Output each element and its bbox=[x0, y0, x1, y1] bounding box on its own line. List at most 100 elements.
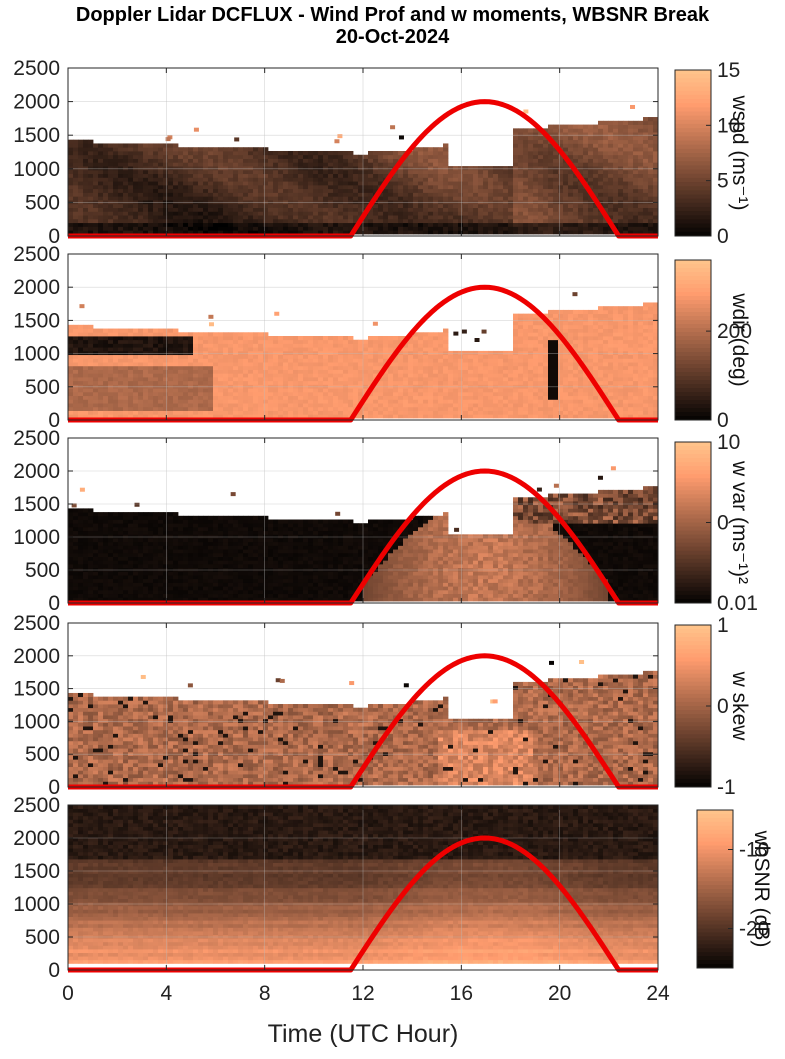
heatmap-cell bbox=[428, 410, 434, 415]
heatmap-cell bbox=[388, 343, 394, 348]
heatmap-cell bbox=[238, 343, 244, 348]
heatmap-cell bbox=[323, 162, 329, 167]
heatmap-cell bbox=[278, 354, 284, 359]
heatmap-cell bbox=[428, 343, 434, 348]
heatmap-cell bbox=[328, 226, 334, 231]
heatmap-cell bbox=[223, 173, 229, 178]
heatmap-cell bbox=[148, 184, 154, 190]
heatmap-cell bbox=[293, 230, 299, 235]
heatmap-cell bbox=[183, 369, 189, 374]
heatmap-cell bbox=[148, 410, 154, 415]
heatmap-cell bbox=[333, 395, 339, 400]
heatmap-cell bbox=[328, 403, 334, 408]
heatmap-cell bbox=[133, 203, 139, 208]
heatmap-cell bbox=[213, 388, 219, 393]
heatmap-cell bbox=[553, 150, 559, 156]
heatmap-cell bbox=[338, 158, 344, 163]
heatmap-cell bbox=[253, 188, 259, 193]
heatmap-cell bbox=[238, 196, 244, 201]
heatmap-cell bbox=[278, 369, 284, 374]
heatmap-cell bbox=[163, 336, 169, 341]
heatmap-cell bbox=[128, 143, 134, 148]
heatmap-cell bbox=[383, 391, 389, 397]
heatmap-cell bbox=[248, 339, 254, 344]
heatmap-cell bbox=[128, 343, 134, 348]
heatmap-cell bbox=[288, 336, 294, 341]
heatmap-cell bbox=[68, 369, 74, 374]
heatmap-cell bbox=[518, 347, 524, 352]
heatmap-cell bbox=[493, 222, 499, 227]
heatmap-cell bbox=[153, 354, 159, 359]
heatmap-cell bbox=[263, 403, 269, 408]
heatmap-cell bbox=[323, 391, 329, 397]
heatmap-cell bbox=[183, 362, 189, 367]
heatmap-cell bbox=[123, 203, 129, 208]
heatmap-cell bbox=[383, 414, 389, 419]
heatmap-cell bbox=[523, 391, 529, 397]
heatmap-cell bbox=[88, 332, 94, 337]
heatmap-cell bbox=[133, 173, 139, 178]
heatmap-cell bbox=[173, 181, 179, 186]
heatmap-cell bbox=[283, 343, 289, 348]
heatmap-cell bbox=[373, 226, 379, 231]
heatmap-cell bbox=[78, 166, 84, 171]
heatmap-cell bbox=[168, 226, 174, 231]
heatmap-cell bbox=[228, 350, 234, 356]
heatmap-cell bbox=[473, 388, 479, 393]
heatmap-cell bbox=[293, 373, 299, 378]
heatmap-cell bbox=[453, 350, 459, 356]
heatmap-cell bbox=[593, 222, 599, 227]
heatmap-cell bbox=[193, 395, 199, 400]
heatmap-cell bbox=[228, 339, 234, 344]
heatmap-cell bbox=[168, 177, 174, 182]
heatmap-cell bbox=[98, 169, 104, 175]
heatmap-cell bbox=[418, 211, 424, 216]
heatmap-cell bbox=[323, 388, 329, 393]
heatmap-cell bbox=[493, 403, 499, 408]
heatmap-cell bbox=[418, 380, 424, 385]
heatmap-cell bbox=[533, 162, 539, 167]
heatmap-cell bbox=[208, 173, 214, 178]
heatmap-cell bbox=[498, 403, 504, 408]
heatmap-cell bbox=[308, 196, 314, 201]
heatmap-cell bbox=[163, 162, 169, 167]
heatmap-cell bbox=[373, 211, 379, 216]
heatmap-cell bbox=[408, 365, 414, 370]
heatmap-cell bbox=[463, 369, 469, 374]
heatmap-cell bbox=[588, 132, 594, 137]
heatmap-cell bbox=[153, 336, 159, 341]
heatmap-cell bbox=[138, 410, 144, 415]
heatmap-cell bbox=[453, 414, 459, 419]
heatmap-cell bbox=[203, 414, 209, 419]
heatmap-cell bbox=[603, 230, 609, 235]
heatmap-cell bbox=[563, 177, 569, 182]
heatmap-cell bbox=[568, 154, 574, 159]
heatmap-cell bbox=[383, 395, 389, 400]
heatmap-cell bbox=[193, 127, 199, 132]
heatmap-cell bbox=[513, 332, 519, 337]
heatmap-cell bbox=[313, 226, 319, 231]
heatmap-cell bbox=[138, 169, 144, 175]
heatmap-cell bbox=[363, 192, 369, 197]
heatmap-cell bbox=[383, 373, 389, 378]
heatmap-cell bbox=[263, 365, 269, 370]
heatmap-cell bbox=[133, 332, 139, 337]
heatmap-cell bbox=[528, 188, 534, 193]
heatmap-cell bbox=[493, 226, 499, 231]
heatmap-cell bbox=[518, 215, 524, 220]
heatmap-cell bbox=[633, 166, 639, 171]
heatmap-cell bbox=[638, 120, 644, 125]
heatmap-cell bbox=[233, 350, 239, 356]
heatmap-cell bbox=[378, 350, 384, 356]
heatmap-cell bbox=[453, 222, 459, 227]
heatmap-cell bbox=[178, 154, 184, 159]
heatmap-cell bbox=[318, 196, 324, 201]
heatmap-cell bbox=[158, 369, 164, 374]
heatmap-cell bbox=[613, 132, 619, 137]
heatmap-cell bbox=[223, 169, 229, 175]
heatmap-cell bbox=[598, 222, 604, 227]
heatmap-cell bbox=[108, 215, 114, 220]
heatmap-cell bbox=[478, 403, 484, 408]
heatmap-cell bbox=[583, 226, 589, 231]
heatmap-cell bbox=[278, 343, 284, 348]
